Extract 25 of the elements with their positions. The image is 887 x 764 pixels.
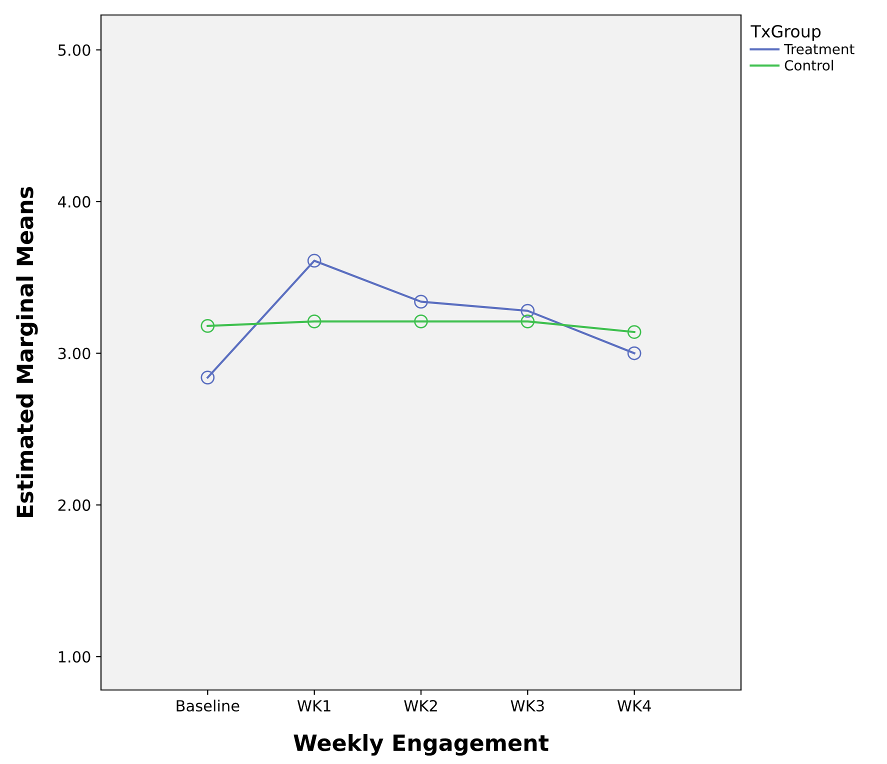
y-tick-label: 1.00 — [58, 651, 90, 663]
y-axis-title: Estimated Marginal Means — [16, 186, 38, 518]
point — [627, 346, 642, 360]
point — [307, 254, 322, 268]
y-tick-label: 2.00 — [58, 499, 90, 511]
point — [414, 294, 428, 309]
point — [200, 319, 215, 333]
point — [200, 370, 215, 384]
legend-label: Treatment — [784, 44, 854, 54]
point — [520, 304, 535, 318]
y-tick-label: 5.00 — [58, 44, 90, 56]
x-tick-label: WK1 — [297, 700, 330, 712]
legend-title: TxGroup — [750, 25, 821, 41]
legend-label: Control — [784, 60, 833, 71]
point — [520, 314, 535, 328]
point — [414, 314, 428, 328]
x-tick-label: WK2 — [404, 700, 437, 712]
point — [627, 325, 642, 339]
point — [307, 314, 322, 328]
y-tick-label: 3.00 — [58, 348, 90, 360]
x-tick-label: WK3 — [510, 700, 544, 712]
x-axis-title: Weekly Engagement — [294, 734, 548, 756]
x-tick-label: WK4 — [617, 700, 651, 712]
x-tick-label: Baseline — [176, 700, 240, 712]
y-tick-label: 4.00 — [58, 196, 90, 208]
